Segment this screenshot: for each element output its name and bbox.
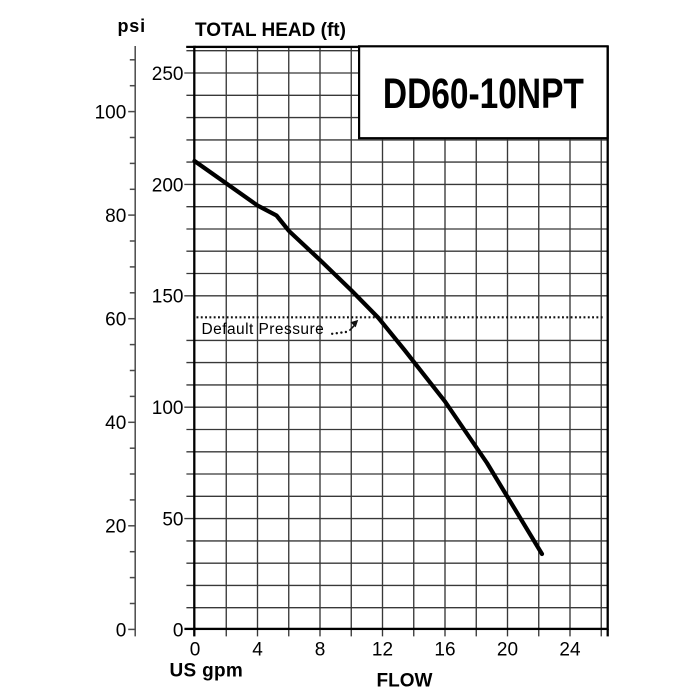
svg-text:US gpm: US gpm	[170, 660, 244, 681]
svg-text:50: 50	[162, 510, 183, 531]
svg-text:psi: psi	[118, 16, 146, 36]
svg-text:Default Pressure: Default Pressure	[202, 321, 325, 338]
svg-text:20: 20	[105, 517, 126, 538]
svg-text:150: 150	[152, 287, 184, 308]
svg-text:4: 4	[252, 640, 263, 661]
svg-text:16: 16	[434, 640, 455, 661]
svg-text:80: 80	[105, 206, 126, 227]
svg-text:200: 200	[152, 175, 184, 196]
svg-text:8: 8	[315, 640, 326, 661]
svg-text:60: 60	[105, 310, 126, 331]
svg-text:100: 100	[95, 103, 127, 124]
svg-text:20: 20	[497, 640, 518, 661]
svg-text:100: 100	[152, 398, 184, 419]
svg-text:12: 12	[372, 640, 393, 661]
svg-text:0: 0	[173, 621, 184, 642]
svg-text:TOTAL HEAD (ft): TOTAL HEAD (ft)	[195, 20, 346, 41]
svg-text:250: 250	[152, 64, 184, 85]
svg-text:DD60-10NPT: DD60-10NPT	[383, 70, 584, 118]
svg-text:0: 0	[116, 620, 127, 641]
svg-text:40: 40	[105, 413, 126, 434]
svg-text:0: 0	[190, 640, 201, 661]
svg-text:FLOW: FLOW	[377, 671, 433, 692]
svg-text:24: 24	[559, 640, 581, 661]
